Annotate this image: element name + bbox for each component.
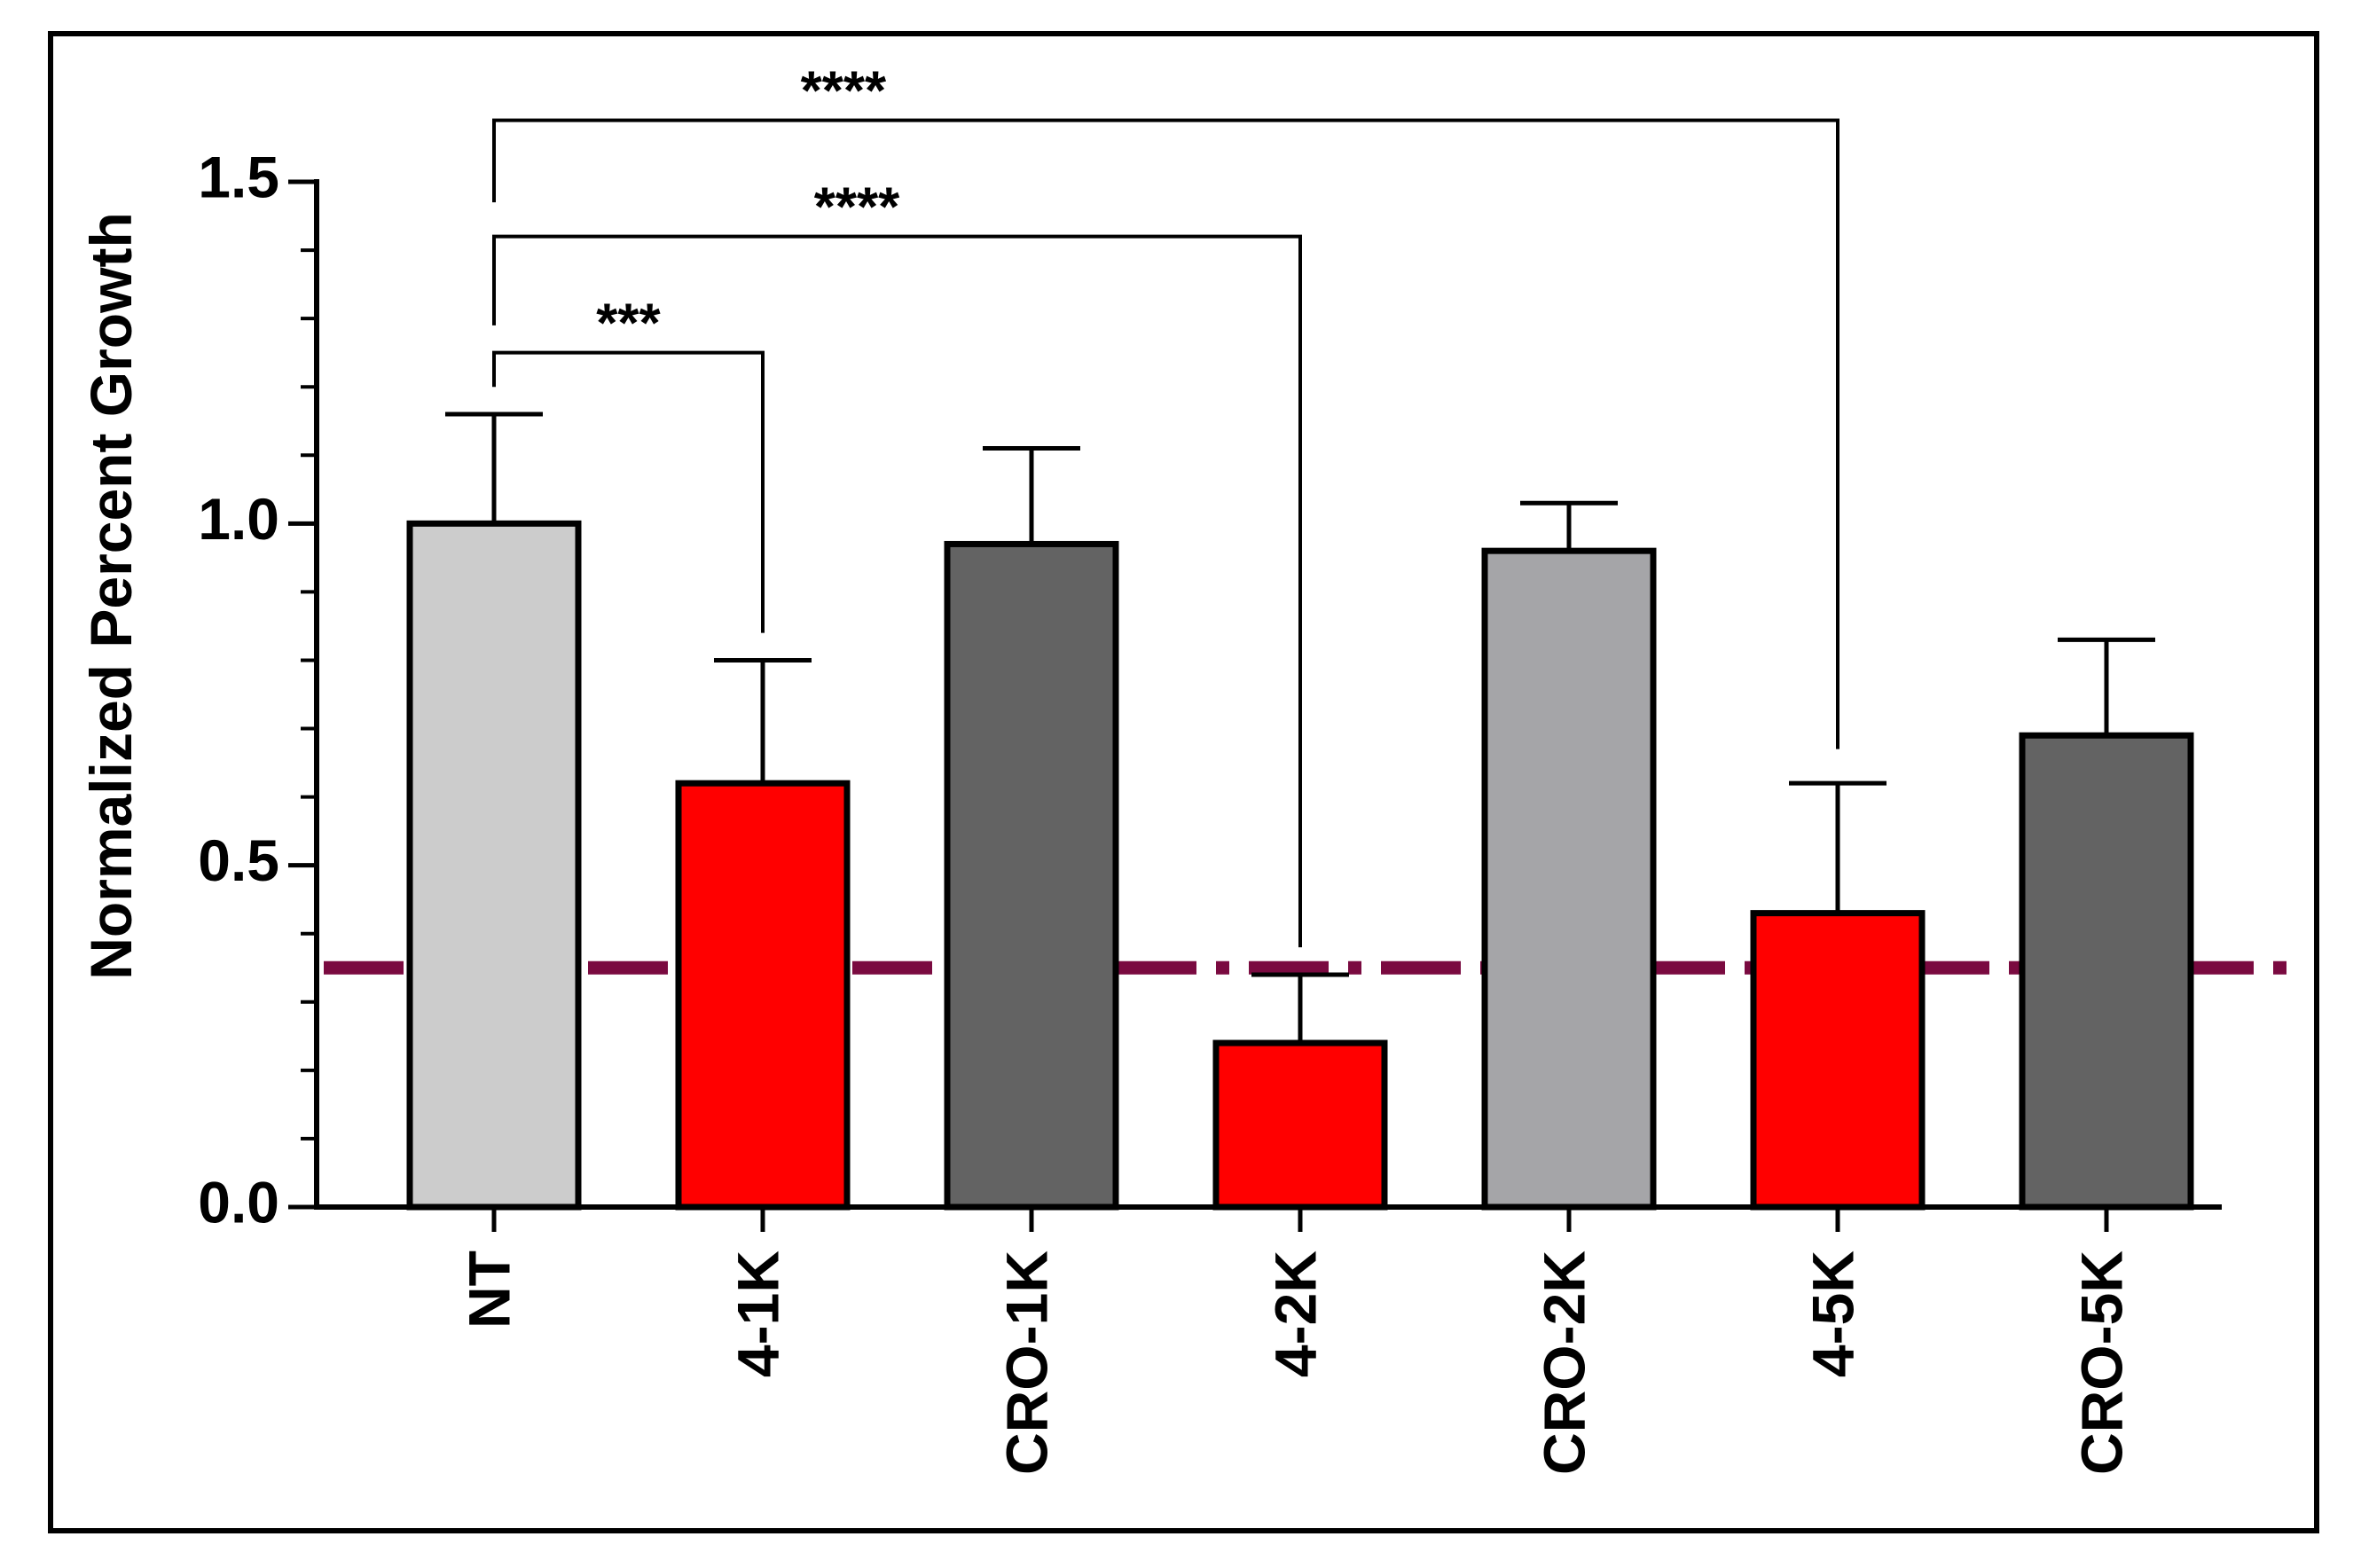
significance-label: **** — [801, 61, 887, 122]
significance-bracket — [492, 350, 765, 633]
figure-border — [48, 31, 2319, 1533]
bar-4-2k — [1212, 1039, 1388, 1211]
bar-cro-2k — [1481, 547, 1657, 1211]
y-tick-label: 1.0 — [198, 486, 279, 552]
y-axis-label: Normalized Percent Growth — [78, 212, 144, 980]
significance-bracket — [492, 118, 1839, 749]
bar-cro-5k — [2019, 732, 2194, 1211]
bar-cro-1k — [944, 540, 1119, 1211]
bar-4-5k — [1750, 910, 1926, 1211]
x-tick-label: CRO-1K — [993, 1250, 1059, 1475]
bar-nt — [406, 520, 582, 1211]
significance-label: *** — [596, 294, 661, 355]
x-tick-label: CRO-5K — [2068, 1250, 2134, 1475]
x-tick-label: NT — [456, 1250, 522, 1329]
x-tick-label: CRO-2K — [1531, 1250, 1596, 1475]
y-tick-label: 1.5 — [198, 144, 279, 209]
significance-bracket — [492, 234, 1302, 948]
bar-4-1k — [675, 780, 851, 1211]
y-tick-label: 0.0 — [198, 1169, 279, 1235]
x-tick-label: 4-2K — [1262, 1250, 1328, 1377]
x-tick-label: 4-1K — [725, 1250, 790, 1377]
significance-label: **** — [814, 177, 900, 239]
y-tick-label: 0.5 — [198, 827, 279, 893]
x-tick-label: 4-5K — [1800, 1250, 1865, 1377]
